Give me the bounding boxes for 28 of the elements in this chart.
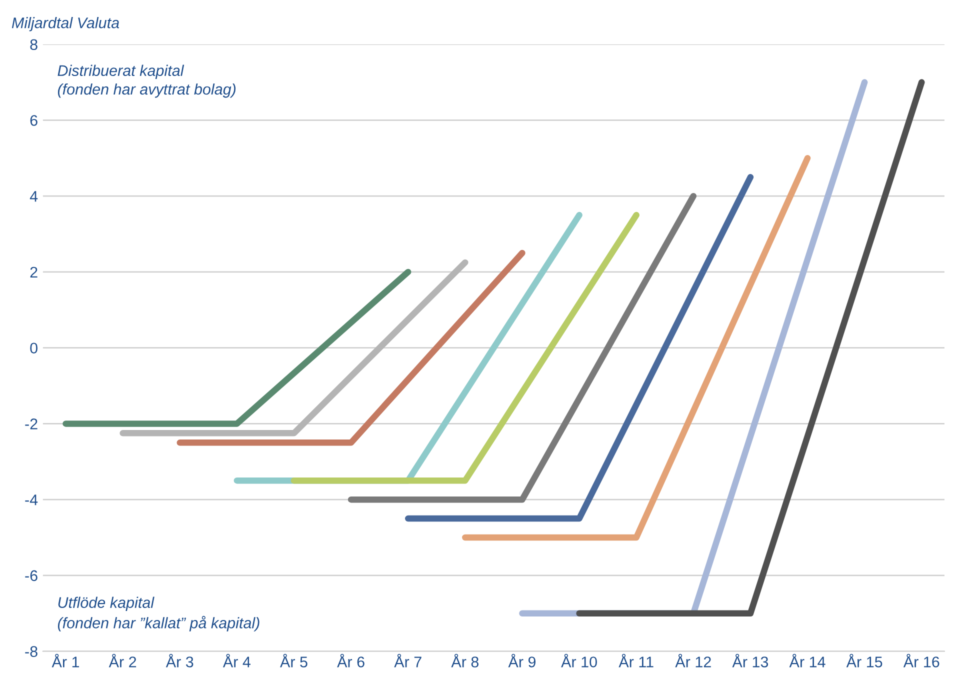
- y-tick-label: 2: [30, 266, 38, 278]
- y-tick-label: 0: [30, 342, 38, 354]
- x-tick-label: År 11: [618, 654, 654, 668]
- x-tick-label: År 5: [280, 654, 308, 668]
- y-tick-label: -6: [25, 570, 38, 582]
- x-tick-label: År 9: [508, 654, 536, 668]
- y-tick-label: -4: [25, 494, 38, 506]
- x-tick-label: År 2: [108, 654, 136, 668]
- annotation: Utflöde kapital (fonden har ”kallat” på kapital): [58, 596, 260, 632]
- x-tick-label: År 1: [52, 654, 80, 668]
- x-tick-label: År 3: [166, 654, 194, 668]
- x-tick-label: År 8: [451, 654, 479, 668]
- y-axis-title: Miljardtal Valuta: [12, 17, 120, 32]
- y-tick-label: 6: [30, 115, 38, 126]
- x-tick-label: År 7: [394, 654, 422, 668]
- x-tick-label: År 13: [732, 654, 768, 668]
- x-tick-label: År 6: [337, 654, 364, 668]
- y-tick-label: -2: [25, 418, 38, 430]
- x-tick-label: År 15: [846, 654, 882, 668]
- x-tick-label: År 14: [789, 654, 826, 668]
- y-tick-label: 4: [30, 191, 38, 202]
- annotation: Distribuerat kapital (fonden har avyttrat bolag): [58, 64, 236, 98]
- x-tick-label: År 4: [222, 654, 250, 668]
- x-tick-label: År 10: [561, 654, 597, 668]
- y-tick-label: -8: [25, 646, 38, 657]
- y-tick-label: 8: [30, 39, 38, 50]
- x-tick-label: År 12: [675, 654, 711, 668]
- x-tick-label: År 16: [903, 654, 940, 668]
